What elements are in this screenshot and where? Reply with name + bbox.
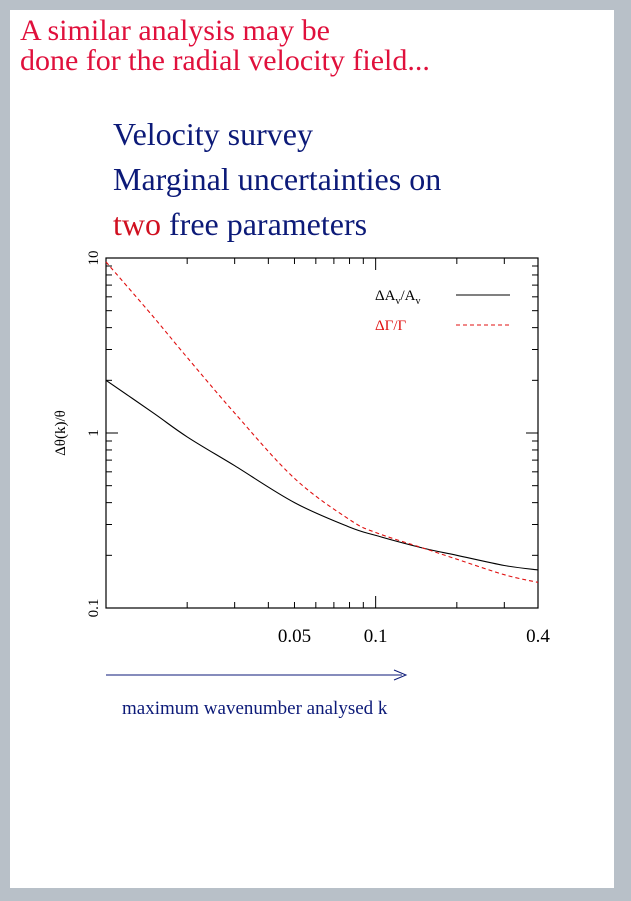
plot-frame bbox=[105, 257, 539, 609]
legend-label-2: ΔΓ/Γ bbox=[375, 318, 406, 334]
legend-label-part: /A bbox=[400, 288, 415, 304]
legend-label-part: ΔΓ/Γ bbox=[375, 318, 406, 334]
arrow-head bbox=[393, 669, 408, 681]
legend-label-part: v bbox=[395, 296, 400, 307]
y-tick-label: 0.1 bbox=[86, 599, 102, 618]
subtitle-line-2: Marginal uncertainties on bbox=[113, 161, 442, 197]
subtitle-line-3: two free parameters bbox=[113, 208, 367, 240]
legend-label-part: ΔA bbox=[375, 288, 396, 304]
x-tick-label: 0.05 bbox=[278, 626, 311, 647]
y-axis-label: Δθ(k)/θ bbox=[53, 410, 69, 456]
y-tick-label: 10 bbox=[86, 251, 102, 266]
series-line-2 bbox=[105, 261, 539, 583]
legend-label-1: ΔAv/Av bbox=[375, 288, 420, 307]
subtitle-line-1: Velocity survey bbox=[113, 116, 313, 152]
series-line-1 bbox=[105, 379, 539, 571]
subtitle-highlight: two bbox=[113, 206, 161, 242]
y-tick-label: 1 bbox=[86, 429, 102, 437]
legend-label-part: v bbox=[415, 296, 420, 307]
x-tick-label: 0.4 bbox=[526, 626, 550, 647]
heading-line-2: done for the radial velocity field... bbox=[20, 44, 430, 77]
x-axis-caption: maximum wavenumber analysed k bbox=[122, 698, 388, 719]
heading-line-1: A similar analysis may be bbox=[20, 14, 330, 47]
slide-canvas: A similar analysis may be done for the r… bbox=[10, 10, 614, 888]
x-tick-label: 0.1 bbox=[364, 626, 388, 647]
subtitle-rest: free parameters bbox=[161, 206, 368, 242]
